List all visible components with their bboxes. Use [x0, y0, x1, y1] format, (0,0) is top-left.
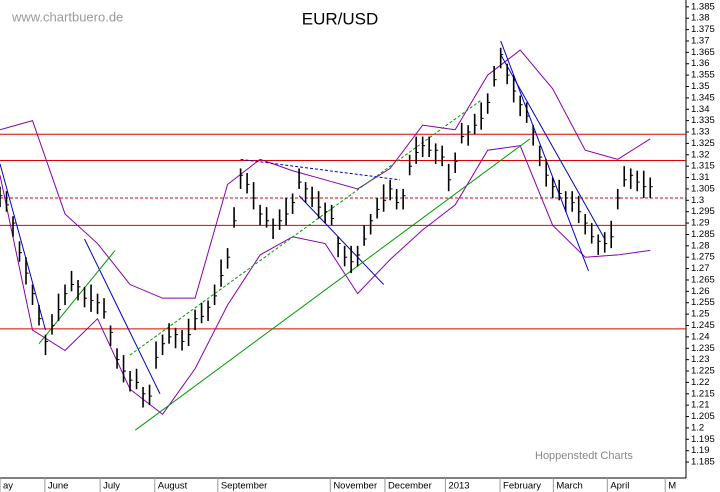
y-tick-label: 1.19: [691, 445, 710, 456]
y-tick-label: 1.325: [691, 138, 715, 149]
y-tick-label: 1.225: [691, 366, 715, 377]
y-tick-label: 1.375: [691, 24, 715, 35]
y-tick-label: 1.34: [691, 104, 710, 115]
source-note: Hoppenstedt Charts: [535, 450, 633, 462]
y-tick-label: 1.29: [691, 218, 710, 229]
x-tick-label: February: [503, 481, 541, 492]
x-tick-label: July: [103, 481, 120, 492]
x-tick-label: 2013: [448, 481, 469, 492]
chart-title: EUR/USD: [302, 9, 379, 28]
bollinger-band: [0, 145, 651, 415]
y-tick-label: 1.285: [691, 229, 715, 240]
x-tick-label: December: [388, 481, 432, 492]
y-tick-label: 1.255: [691, 297, 715, 308]
trendline: [134, 138, 531, 431]
y-tick-label: 1.355: [691, 70, 715, 81]
y-tick-label: 1.21: [691, 400, 710, 411]
y-tick-label: 1.38: [691, 13, 710, 24]
trendline: [500, 54, 606, 240]
y-tick-label: 1.185: [691, 457, 715, 468]
y-tick-label: 1.265: [691, 274, 715, 285]
y-tick-label: 1.28: [691, 240, 710, 251]
y-tick-label: 1.23: [691, 354, 710, 365]
x-tick-label: November: [333, 481, 377, 492]
y-tick-label: 1.32: [691, 149, 710, 160]
x-tick-label: March: [556, 481, 582, 492]
y-tick-label: 1.345: [691, 92, 715, 103]
x-tick-label: ay: [3, 481, 13, 492]
y-tick-label: 1.205: [691, 411, 715, 422]
y-tick-label: 1.33: [691, 127, 710, 138]
bollinger-band: [0, 49, 651, 299]
y-tick-label: 1.305: [691, 183, 715, 194]
y-tick-label: 1.295: [691, 206, 715, 217]
watermark: www.chartbuero.de: [11, 9, 123, 24]
x-tick-label: August: [158, 481, 188, 492]
y-tick-label: 1.2: [691, 422, 704, 433]
trendline: [84, 238, 161, 394]
trendline: [240, 158, 400, 181]
x-tick-label: June: [48, 481, 69, 492]
trendline: [500, 40, 589, 272]
y-tick-label: 1.27: [691, 263, 710, 274]
x-tick-label: M: [668, 481, 676, 492]
y-tick-label: 1.365: [691, 47, 715, 58]
y-tick-label: 1.36: [691, 58, 710, 69]
y-tick-label: 1.37: [691, 35, 710, 46]
y-tick-label: 1.31: [691, 172, 710, 183]
y-tick-label: 1.24: [691, 331, 710, 342]
y-tick-label: 1.35: [691, 81, 710, 92]
y-tick-label: 1.245: [691, 320, 715, 331]
trendline: [298, 195, 385, 285]
y-tick-label: 1.385: [691, 1, 715, 12]
y-tick-label: 1.3: [691, 195, 704, 206]
x-tick-label: September: [221, 481, 267, 492]
y-tick-label: 1.22: [691, 377, 710, 388]
y-tick-label: 1.195: [691, 434, 715, 445]
y-tick-label: 1.215: [691, 388, 715, 399]
y-tick-label: 1.335: [691, 115, 715, 126]
y-tick-label: 1.275: [691, 252, 715, 263]
y-tick-label: 1.315: [691, 161, 715, 172]
trendline: [0, 163, 46, 331]
y-tick-label: 1.235: [691, 343, 715, 354]
x-tick-label: April: [610, 481, 629, 492]
y-tick-label: 1.26: [691, 286, 710, 297]
y-tick-label: 1.25: [691, 309, 710, 320]
